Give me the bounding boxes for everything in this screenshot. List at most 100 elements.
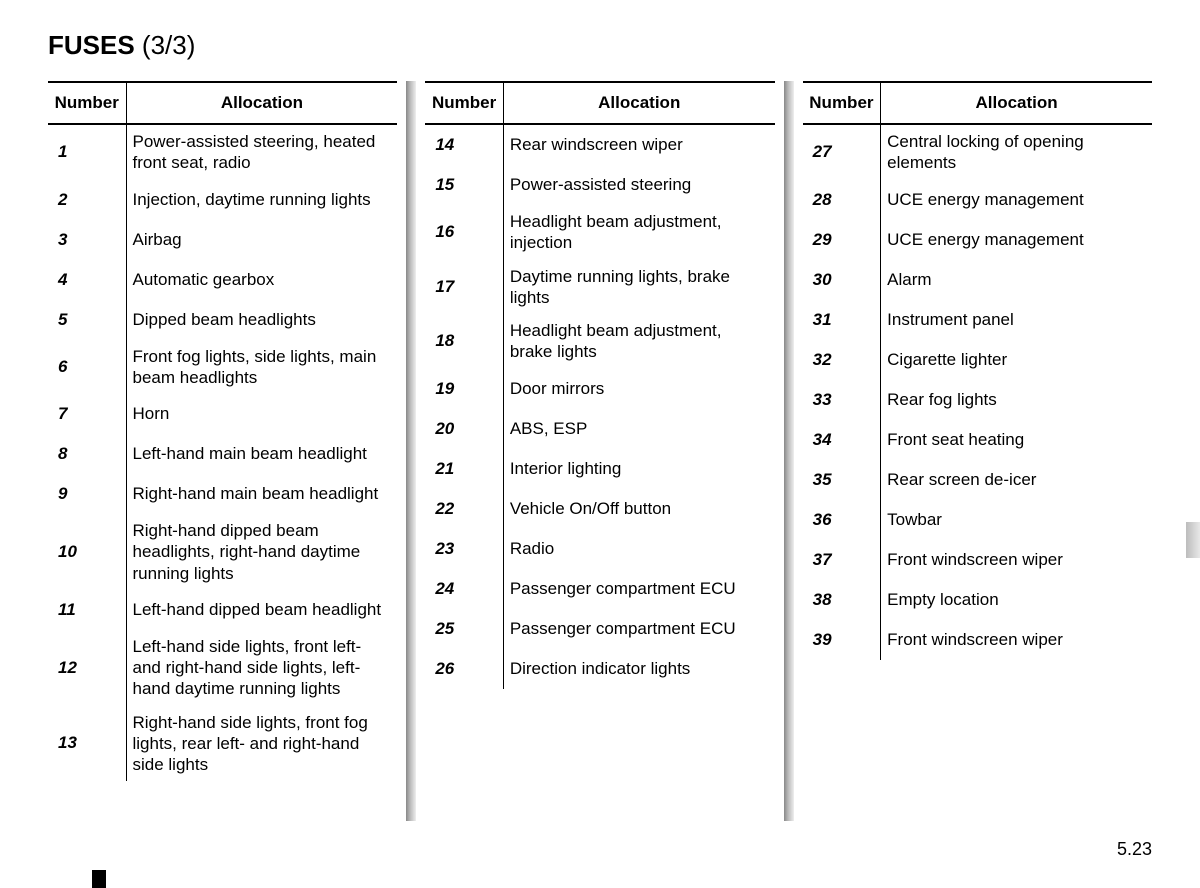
col-header-number: Number <box>425 82 503 124</box>
fuse-allocation: Horn <box>126 394 397 434</box>
table-body-1: 1Power-assisted steering, heated front s… <box>48 124 397 781</box>
table-row: 18Headlight beam adjustment, brake light… <box>425 314 774 369</box>
fuse-number: 35 <box>803 460 881 500</box>
col-header-allocation: Allocation <box>881 82 1152 124</box>
table-row: 17Daytime running lights, brake lights <box>425 260 774 315</box>
table-row: 28UCE energy management <box>803 180 1152 220</box>
fuse-allocation: Alarm <box>881 260 1152 300</box>
separator-bar <box>406 81 416 821</box>
fuse-number: 1 <box>48 124 126 180</box>
fuse-number: 8 <box>48 434 126 474</box>
column-separator <box>775 81 803 821</box>
table-row: 27Central locking of opening elements <box>803 124 1152 180</box>
table-row: 36Towbar <box>803 500 1152 540</box>
table-row: 34Front seat heating <box>803 420 1152 460</box>
fuse-allocation: Instrument panel <box>881 300 1152 340</box>
fuse-number: 27 <box>803 124 881 180</box>
fuse-table-3: Number Allocation 27Central locking of o… <box>803 81 1152 821</box>
table-row: 38Empty location <box>803 580 1152 620</box>
table-row: 19Door mirrors <box>425 369 774 409</box>
fuse-allocation: Dipped beam headlights <box>126 300 397 340</box>
fuse-number: 30 <box>803 260 881 300</box>
fuse-table-2: Number Allocation 14Rear windscreen wipe… <box>425 81 774 821</box>
table-row: 15Power-assisted steering <box>425 165 774 205</box>
fuse-allocation: Right-hand side lights, front fog lights… <box>126 706 397 782</box>
table-row: 2Injection, daytime running lights <box>48 180 397 220</box>
fuse-number: 13 <box>48 706 126 782</box>
footer-mark <box>92 870 106 888</box>
fuse-number: 18 <box>425 314 503 369</box>
fuse-number: 19 <box>425 369 503 409</box>
fuse-allocation: Front fog lights, side lights, main beam… <box>126 340 397 395</box>
fuse-allocation: UCE energy management <box>881 180 1152 220</box>
fuse-allocation: Vehicle On/Off button <box>503 489 774 529</box>
fuse-number: 34 <box>803 420 881 460</box>
fuse-number: 5 <box>48 300 126 340</box>
col-header-number: Number <box>48 82 126 124</box>
fuse-allocation: Front seat heating <box>881 420 1152 460</box>
fuse-number: 15 <box>425 165 503 205</box>
table-row: 7Horn <box>48 394 397 434</box>
fuse-table-1: Number Allocation 1Power-assisted steeri… <box>48 81 397 821</box>
fuse-number: 37 <box>803 540 881 580</box>
fuse-number: 21 <box>425 449 503 489</box>
fuse-number: 2 <box>48 180 126 220</box>
table-body-2: 14Rear windscreen wiper15Power-assisted … <box>425 124 774 689</box>
fuse-allocation: Front windscreen wiper <box>881 540 1152 580</box>
col-header-allocation: Allocation <box>126 82 397 124</box>
fuse-allocation: Power-assisted steering <box>503 165 774 205</box>
fuse-allocation: Left-hand dipped beam headlight <box>126 590 397 630</box>
fuse-number: 16 <box>425 205 503 260</box>
table-row: 20ABS, ESP <box>425 409 774 449</box>
fuse-number: 25 <box>425 609 503 649</box>
fuse-allocation: UCE energy management <box>881 220 1152 260</box>
table-row: 6Front fog lights, side lights, main bea… <box>48 340 397 395</box>
fuse-allocation: Rear screen de-icer <box>881 460 1152 500</box>
column-separator <box>397 81 425 821</box>
table-row: 8Left-hand main beam headlight <box>48 434 397 474</box>
fuse-number: 22 <box>425 489 503 529</box>
table-row: 23Radio <box>425 529 774 569</box>
fuse-allocation: Left-hand main beam headlight <box>126 434 397 474</box>
table-row: 1Power-assisted steering, heated front s… <box>48 124 397 180</box>
table-row: 25Passenger compartment ECU <box>425 609 774 649</box>
table-row: 11Left-hand dipped beam headlight <box>48 590 397 630</box>
columns-container: Number Allocation 1Power-assisted steeri… <box>48 81 1152 821</box>
page-content: FUSES (3/3) Number Allocation 1Power-ass… <box>0 0 1200 821</box>
title-sub: (3/3) <box>142 30 195 60</box>
fuse-number: 31 <box>803 300 881 340</box>
table-row: 9Right-hand main beam headlight <box>48 474 397 514</box>
table-body-3: 27Central locking of opening elements28U… <box>803 124 1152 660</box>
fuse-allocation: Airbag <box>126 220 397 260</box>
fuse-number: 4 <box>48 260 126 300</box>
table-row: 4Automatic gearbox <box>48 260 397 300</box>
fuse-allocation: Automatic gearbox <box>126 260 397 300</box>
fuse-allocation: Door mirrors <box>503 369 774 409</box>
fuse-allocation: Cigarette lighter <box>881 340 1152 380</box>
table-row: 39Front windscreen wiper <box>803 620 1152 660</box>
fuse-number: 23 <box>425 529 503 569</box>
fuse-number: 10 <box>48 514 126 590</box>
page-title: FUSES (3/3) <box>48 30 1152 61</box>
side-tab-mark <box>1186 522 1200 558</box>
fuse-number: 12 <box>48 630 126 706</box>
fuse-allocation: Passenger compartment ECU <box>503 569 774 609</box>
fuse-allocation: ABS, ESP <box>503 409 774 449</box>
fuse-allocation: Left-hand side lights, front left- and r… <box>126 630 397 706</box>
fuse-number: 39 <box>803 620 881 660</box>
table-row: 16Headlight beam adjustment, injection <box>425 205 774 260</box>
fuse-number: 36 <box>803 500 881 540</box>
fuse-number: 32 <box>803 340 881 380</box>
fuse-allocation: Rear windscreen wiper <box>503 124 774 165</box>
table-row: 30Alarm <box>803 260 1152 300</box>
fuse-number: 24 <box>425 569 503 609</box>
fuse-number: 29 <box>803 220 881 260</box>
title-main: FUSES <box>48 30 135 60</box>
table-row: 26Direction indicator lights <box>425 649 774 689</box>
table-row: 32Cigarette lighter <box>803 340 1152 380</box>
fuse-allocation: Headlight beam adjustment, brake lights <box>503 314 774 369</box>
fuse-allocation: Central locking of opening elements <box>881 124 1152 180</box>
fuse-allocation: Power-assisted steering, heated front se… <box>126 124 397 180</box>
fuse-number: 14 <box>425 124 503 165</box>
fuse-allocation: Radio <box>503 529 774 569</box>
